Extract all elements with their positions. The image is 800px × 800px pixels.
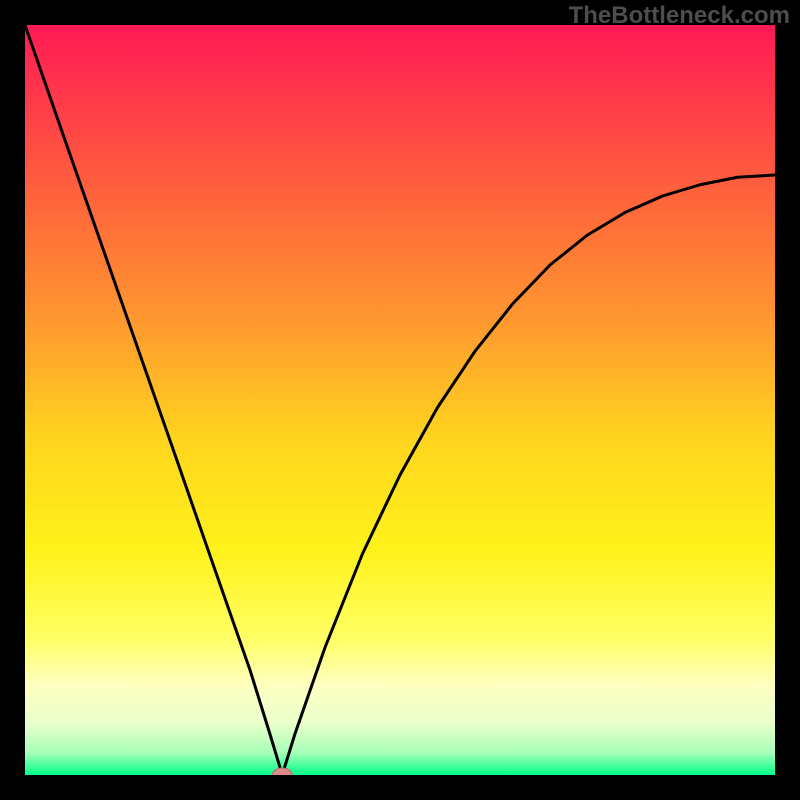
watermark-text: TheBottleneck.com xyxy=(569,2,790,30)
plot-area xyxy=(25,25,775,775)
chart-container: TheBottleneck.com xyxy=(0,0,800,800)
gradient-background xyxy=(25,25,775,775)
chart-svg xyxy=(25,25,775,775)
